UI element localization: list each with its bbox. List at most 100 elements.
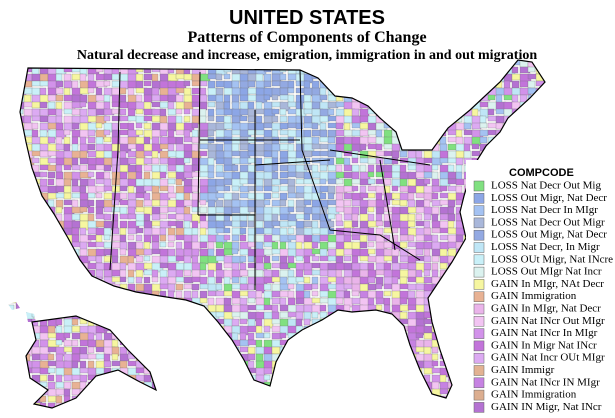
county bbox=[199, 199, 207, 206]
county bbox=[119, 192, 128, 200]
county bbox=[439, 171, 450, 180]
county bbox=[271, 262, 281, 269]
county bbox=[423, 220, 431, 229]
county bbox=[263, 115, 274, 124]
county bbox=[231, 276, 240, 284]
legend-title: COMPCODE bbox=[509, 167, 574, 179]
county bbox=[103, 206, 114, 213]
county bbox=[79, 374, 88, 383]
county bbox=[135, 122, 143, 129]
county bbox=[111, 206, 121, 213]
county bbox=[279, 164, 289, 172]
county bbox=[239, 269, 249, 277]
county bbox=[247, 129, 256, 136]
county bbox=[423, 262, 432, 271]
county bbox=[359, 122, 370, 130]
county bbox=[391, 150, 400, 159]
county bbox=[511, 73, 522, 81]
county bbox=[135, 129, 144, 136]
county bbox=[71, 185, 81, 193]
county bbox=[39, 171, 48, 178]
county bbox=[167, 150, 178, 158]
legend-label: GAIN In MIgr, NAt Decr bbox=[491, 278, 604, 290]
county bbox=[223, 80, 233, 90]
county bbox=[103, 129, 111, 136]
county bbox=[287, 206, 295, 213]
county bbox=[431, 353, 439, 361]
county bbox=[23, 101, 34, 108]
county bbox=[335, 136, 346, 145]
county bbox=[447, 206, 455, 215]
county bbox=[151, 199, 161, 207]
county bbox=[391, 248, 400, 257]
county bbox=[143, 73, 154, 81]
county bbox=[375, 213, 383, 222]
county bbox=[199, 87, 207, 96]
county bbox=[79, 101, 87, 108]
county bbox=[215, 73, 223, 81]
legend-swatch bbox=[473, 303, 485, 315]
county bbox=[143, 115, 153, 122]
county bbox=[271, 87, 282, 97]
county bbox=[47, 353, 55, 361]
county bbox=[119, 353, 130, 362]
county bbox=[215, 220, 226, 229]
legend-label: GAIN Immigration bbox=[491, 389, 577, 401]
county bbox=[351, 150, 359, 160]
county bbox=[87, 129, 96, 137]
county bbox=[375, 192, 383, 201]
county bbox=[191, 227, 199, 236]
county bbox=[183, 241, 193, 251]
county bbox=[271, 150, 279, 159]
county bbox=[175, 262, 185, 271]
county bbox=[383, 171, 394, 179]
county bbox=[447, 213, 456, 222]
county bbox=[175, 129, 185, 136]
county bbox=[311, 171, 322, 179]
county bbox=[311, 150, 322, 157]
county bbox=[175, 150, 186, 160]
county bbox=[39, 87, 47, 96]
county bbox=[119, 199, 130, 206]
county bbox=[63, 332, 71, 339]
county bbox=[183, 269, 192, 277]
county bbox=[167, 234, 176, 242]
county bbox=[55, 108, 63, 118]
county bbox=[71, 164, 82, 171]
county bbox=[63, 129, 71, 136]
county bbox=[295, 178, 305, 185]
county bbox=[431, 206, 440, 216]
county bbox=[399, 276, 408, 285]
county bbox=[231, 150, 241, 157]
county bbox=[47, 360, 57, 367]
county bbox=[111, 94, 120, 104]
county bbox=[303, 255, 311, 264]
county bbox=[239, 164, 250, 173]
county bbox=[383, 143, 394, 150]
county bbox=[431, 241, 442, 251]
county bbox=[119, 94, 127, 104]
county bbox=[215, 283, 223, 291]
county bbox=[63, 360, 73, 370]
county bbox=[271, 346, 281, 355]
county bbox=[431, 269, 439, 278]
county bbox=[143, 122, 152, 130]
county bbox=[367, 178, 376, 185]
county bbox=[247, 185, 256, 192]
county bbox=[255, 311, 265, 320]
county bbox=[223, 185, 231, 192]
county bbox=[231, 129, 242, 136]
county bbox=[271, 234, 281, 242]
county bbox=[135, 206, 146, 213]
county bbox=[71, 171, 82, 181]
county bbox=[279, 241, 287, 251]
county bbox=[71, 339, 79, 347]
county bbox=[287, 80, 295, 89]
county bbox=[127, 115, 138, 122]
county bbox=[79, 346, 88, 356]
county bbox=[47, 150, 58, 157]
county bbox=[423, 241, 433, 250]
county bbox=[151, 157, 160, 165]
